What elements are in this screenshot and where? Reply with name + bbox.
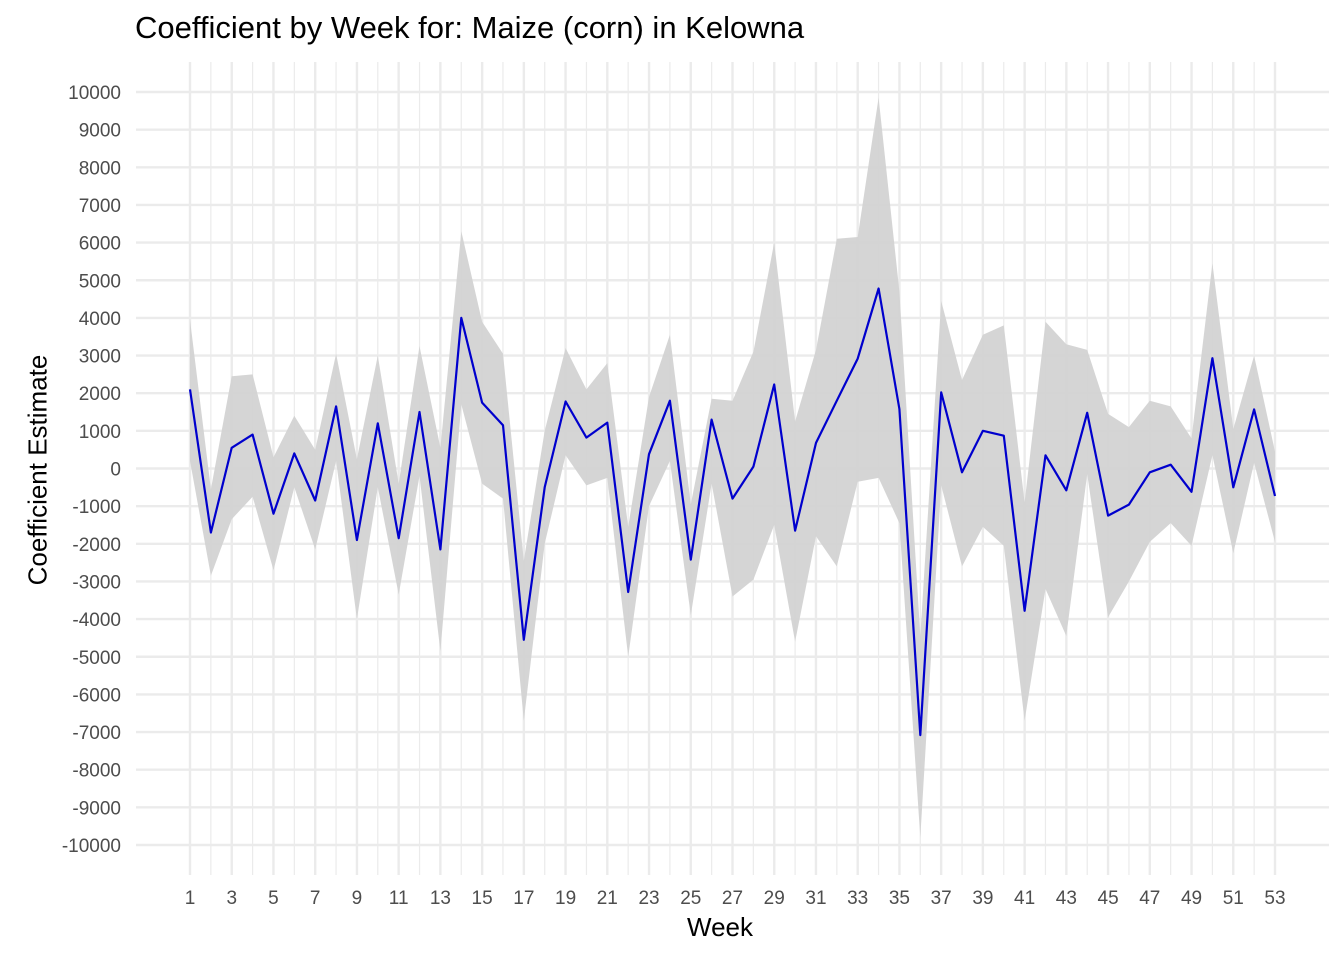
- x-axis-title: Week: [687, 912, 753, 942]
- y-tick-label: 7000: [79, 196, 121, 217]
- y-tick-label: 8000: [79, 158, 121, 179]
- x-tick-label: 45: [1098, 888, 1119, 909]
- x-tick-label: 53: [1264, 888, 1285, 909]
- x-tick-label: 49: [1181, 888, 1202, 909]
- x-tick-label: 27: [722, 888, 743, 909]
- x-tick-label: 39: [972, 888, 993, 909]
- y-tick-label: 3000: [79, 347, 121, 368]
- y-tick-labels: 1000090008000700060005000400030002000100…: [62, 83, 121, 857]
- x-tick-label: 5: [268, 888, 279, 909]
- y-tick-label: 0: [110, 460, 121, 481]
- x-tick-label: 3: [226, 888, 237, 909]
- y-tick-label: 10000: [68, 83, 121, 104]
- x-tick-label: 7: [310, 888, 321, 909]
- x-tick-label: 43: [1056, 888, 1077, 909]
- x-tick-label: 31: [805, 888, 826, 909]
- y-tick-label: -9000: [72, 798, 121, 819]
- chart-title: Coefficient by Week for: Maize (corn) in…: [135, 10, 805, 45]
- y-tick-label: -3000: [72, 572, 121, 593]
- confidence-band-area: [190, 97, 1275, 838]
- x-tick-label: 15: [472, 888, 493, 909]
- x-tick-label: 25: [680, 888, 701, 909]
- confidence-band: [190, 97, 1275, 838]
- x-tick-label: 9: [352, 888, 363, 909]
- x-tick-label: 41: [1014, 888, 1035, 909]
- estimate-line: [188, 287, 1277, 737]
- y-tick-label: -7000: [72, 723, 121, 744]
- y-tick-label: 2000: [79, 384, 121, 405]
- y-tick-label: 5000: [79, 271, 121, 292]
- y-tick-label: -4000: [72, 610, 121, 631]
- y-tick-label: -2000: [72, 535, 121, 556]
- x-tick-label: 1: [185, 888, 196, 909]
- x-tick-label: 51: [1223, 888, 1244, 909]
- x-tick-label: 11: [389, 888, 409, 909]
- x-tick-label: 19: [555, 888, 576, 909]
- x-tick-label: 37: [931, 888, 952, 909]
- y-tick-label: 9000: [79, 121, 121, 142]
- y-tick-label: -8000: [72, 761, 121, 782]
- x-tick-label: 23: [638, 888, 659, 909]
- x-tick-label: 21: [597, 888, 618, 909]
- x-tick-label: 35: [889, 888, 910, 909]
- x-tick-label: 33: [847, 888, 868, 909]
- x-tick-label: 17: [513, 888, 534, 909]
- y-tick-label: -1000: [72, 497, 121, 518]
- x-tick-labels: 1 3 5 7 9 11 13 15 17 19 21 23 25 27 29 31 33 35 37 39 41 43 4…: [185, 888, 1286, 909]
- y-tick-label: -10000: [62, 836, 121, 857]
- x-tick-label: 13: [430, 888, 451, 909]
- y-tick-label: -6000: [72, 685, 121, 706]
- x-tick-label: 29: [764, 888, 785, 909]
- y-tick-label: 6000: [79, 234, 121, 255]
- x-tick-label: 47: [1139, 888, 1160, 909]
- y-tick-label: 1000: [79, 422, 121, 443]
- estimate-series-line: [188, 287, 1277, 737]
- y-tick-label: 4000: [79, 309, 121, 330]
- y-tick-label: -5000: [72, 648, 121, 669]
